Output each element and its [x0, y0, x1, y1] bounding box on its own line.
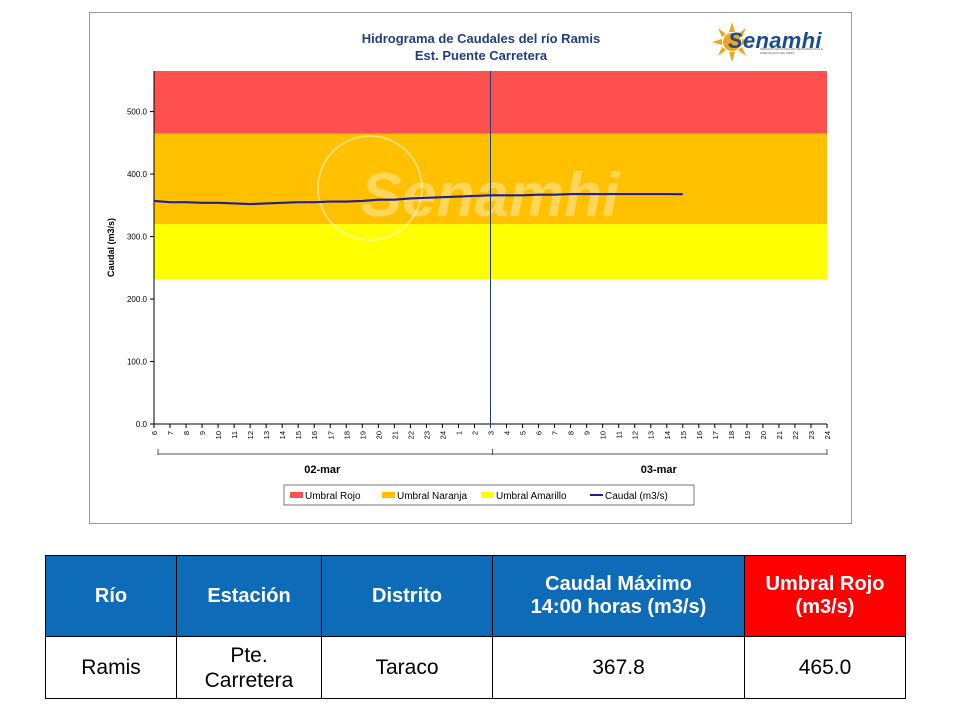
x-tick-label: 11 — [615, 431, 624, 439]
x-tick-label: 12 — [631, 431, 640, 439]
legend-swatch — [481, 492, 494, 498]
x-tick-label: 16 — [695, 431, 704, 439]
y-axis-label: Caudal (m3/s) — [106, 218, 116, 277]
x-tick-label: 24 — [438, 431, 447, 439]
logo-text: Senamhi — [728, 28, 822, 53]
chart-subtitle: Est. Puente Carretera — [415, 48, 548, 63]
x-tick-label: 19 — [743, 431, 752, 439]
cell-rio: Ramis — [45, 636, 177, 699]
x-tick-label: 13 — [262, 431, 271, 439]
x-tick-label: 2 — [470, 431, 479, 435]
cell-estacion-line1: Pte. — [230, 643, 268, 667]
x-tick-label: 3 — [487, 431, 496, 435]
x-tick-label: 21 — [775, 431, 784, 439]
x-tick-label: 20 — [759, 431, 768, 439]
y-tick-label: 200.0 — [127, 295, 148, 304]
table-header-row: Río Estación Distrito Caudal Máximo 14:0… — [45, 555, 906, 637]
x-tick-label: 21 — [390, 431, 399, 439]
header-rio: Río — [45, 555, 177, 637]
sun-icon — [712, 22, 752, 62]
x-tick-label: 16 — [310, 431, 319, 439]
y-tick-label: 300.0 — [127, 233, 148, 242]
x-tick-label: 14 — [278, 431, 287, 439]
x-tick-label: 17 — [711, 431, 720, 439]
y-tick-label: 0.0 — [136, 420, 148, 429]
logo-subtext: SERVICIO NACIONAL DE METEOROLOGÍA E HIDR… — [760, 47, 824, 55]
header-caudal-line2: 14:00 horas (m3/s) — [530, 596, 707, 618]
legend-swatch — [290, 492, 303, 498]
x-tick-label: 9 — [583, 431, 592, 435]
legend-label: Caudal (m3/s) — [605, 491, 668, 502]
day-label: 03-mar — [641, 464, 678, 476]
summary-table: Río Estación Distrito Caudal Máximo 14:0… — [45, 555, 906, 699]
day-label: 02-mar — [304, 464, 341, 476]
x-tick-label: 18 — [727, 431, 736, 439]
x-tick-label: 4 — [503, 431, 512, 435]
table-row: Ramis Pte. Carretera Taraco 367.8 465.0 — [45, 636, 906, 699]
chart-title: Hidrograma de Caudales del río Ramis — [362, 31, 600, 46]
x-tick-label: 9 — [198, 431, 207, 435]
x-tick-label: 22 — [791, 431, 800, 439]
header-umbral-line1: Umbral Rojo — [765, 573, 885, 595]
x-tick-label: 6 — [150, 431, 159, 435]
x-tick-label: 7 — [551, 431, 560, 435]
legend-label: Umbral Rojo — [305, 491, 361, 502]
chart-frame: Hidrograma de Caudales del río Ramis Est.… — [89, 12, 852, 524]
cell-estacion-line2: Carretera — [204, 668, 294, 692]
header-distrito: Distrito — [321, 555, 493, 637]
x-tick-label: 19 — [358, 431, 367, 439]
x-tick-label: 17 — [326, 431, 335, 439]
x-tick-label: 12 — [246, 431, 255, 439]
x-tick-label: 15 — [294, 431, 303, 439]
watermark-sun-icon — [317, 135, 423, 241]
x-tick-label: 7 — [166, 431, 175, 435]
x-tick-label: 10 — [599, 431, 608, 439]
x-tick-label: 5 — [519, 431, 528, 435]
y-tick-label: 400.0 — [127, 170, 148, 179]
x-tick-label: 24 — [823, 431, 832, 439]
x-tick-label: 14 — [663, 431, 672, 439]
header-caudal-maximo: Caudal Máximo 14:00 horas (m3/s) — [492, 555, 745, 637]
x-tick-label: 22 — [406, 431, 415, 439]
header-caudal-line1: Caudal Máximo — [545, 573, 692, 595]
header-umbral-rojo: Umbral Rojo (m3/s) — [744, 555, 906, 637]
x-tick-label: 13 — [647, 431, 656, 439]
x-tick-label: 6 — [535, 431, 544, 435]
legend-label: Umbral Naranja — [397, 491, 467, 502]
x-tick-label: 1 — [454, 431, 463, 435]
x-tick-label: 8 — [567, 431, 576, 435]
x-tick-label: 23 — [422, 431, 431, 439]
series-line-caudal — [153, 192, 683, 206]
y-tick-label: 500.0 — [127, 108, 148, 117]
cell-distrito: Taraco — [321, 636, 493, 699]
x-tick-label: 10 — [214, 431, 223, 439]
header-estacion: Estación — [176, 555, 322, 637]
x-tick-label: 11 — [230, 431, 239, 439]
x-tick-label: 15 — [679, 431, 688, 439]
header-umbral-line2: (m3/s) — [795, 596, 855, 618]
legend-swatch — [382, 492, 395, 498]
hydrograph-chart: Hidrograma de Caudales del río Ramis Est.… — [106, 31, 832, 506]
x-tick-label: 18 — [342, 431, 351, 439]
x-tick-label: 8 — [182, 431, 191, 435]
cell-umbral-rojo: 465.0 — [744, 636, 906, 699]
y-tick-label: 100.0 — [127, 358, 148, 367]
senamhi-logo — [712, 20, 832, 64]
x-tick-label: 23 — [807, 431, 816, 439]
x-tick-label: 20 — [374, 431, 383, 439]
cell-caudal-maximo: 367.8 — [492, 636, 745, 699]
cell-estacion: Pte. Carretera — [176, 636, 322, 699]
legend-label: Umbral Amarillo — [496, 491, 567, 502]
